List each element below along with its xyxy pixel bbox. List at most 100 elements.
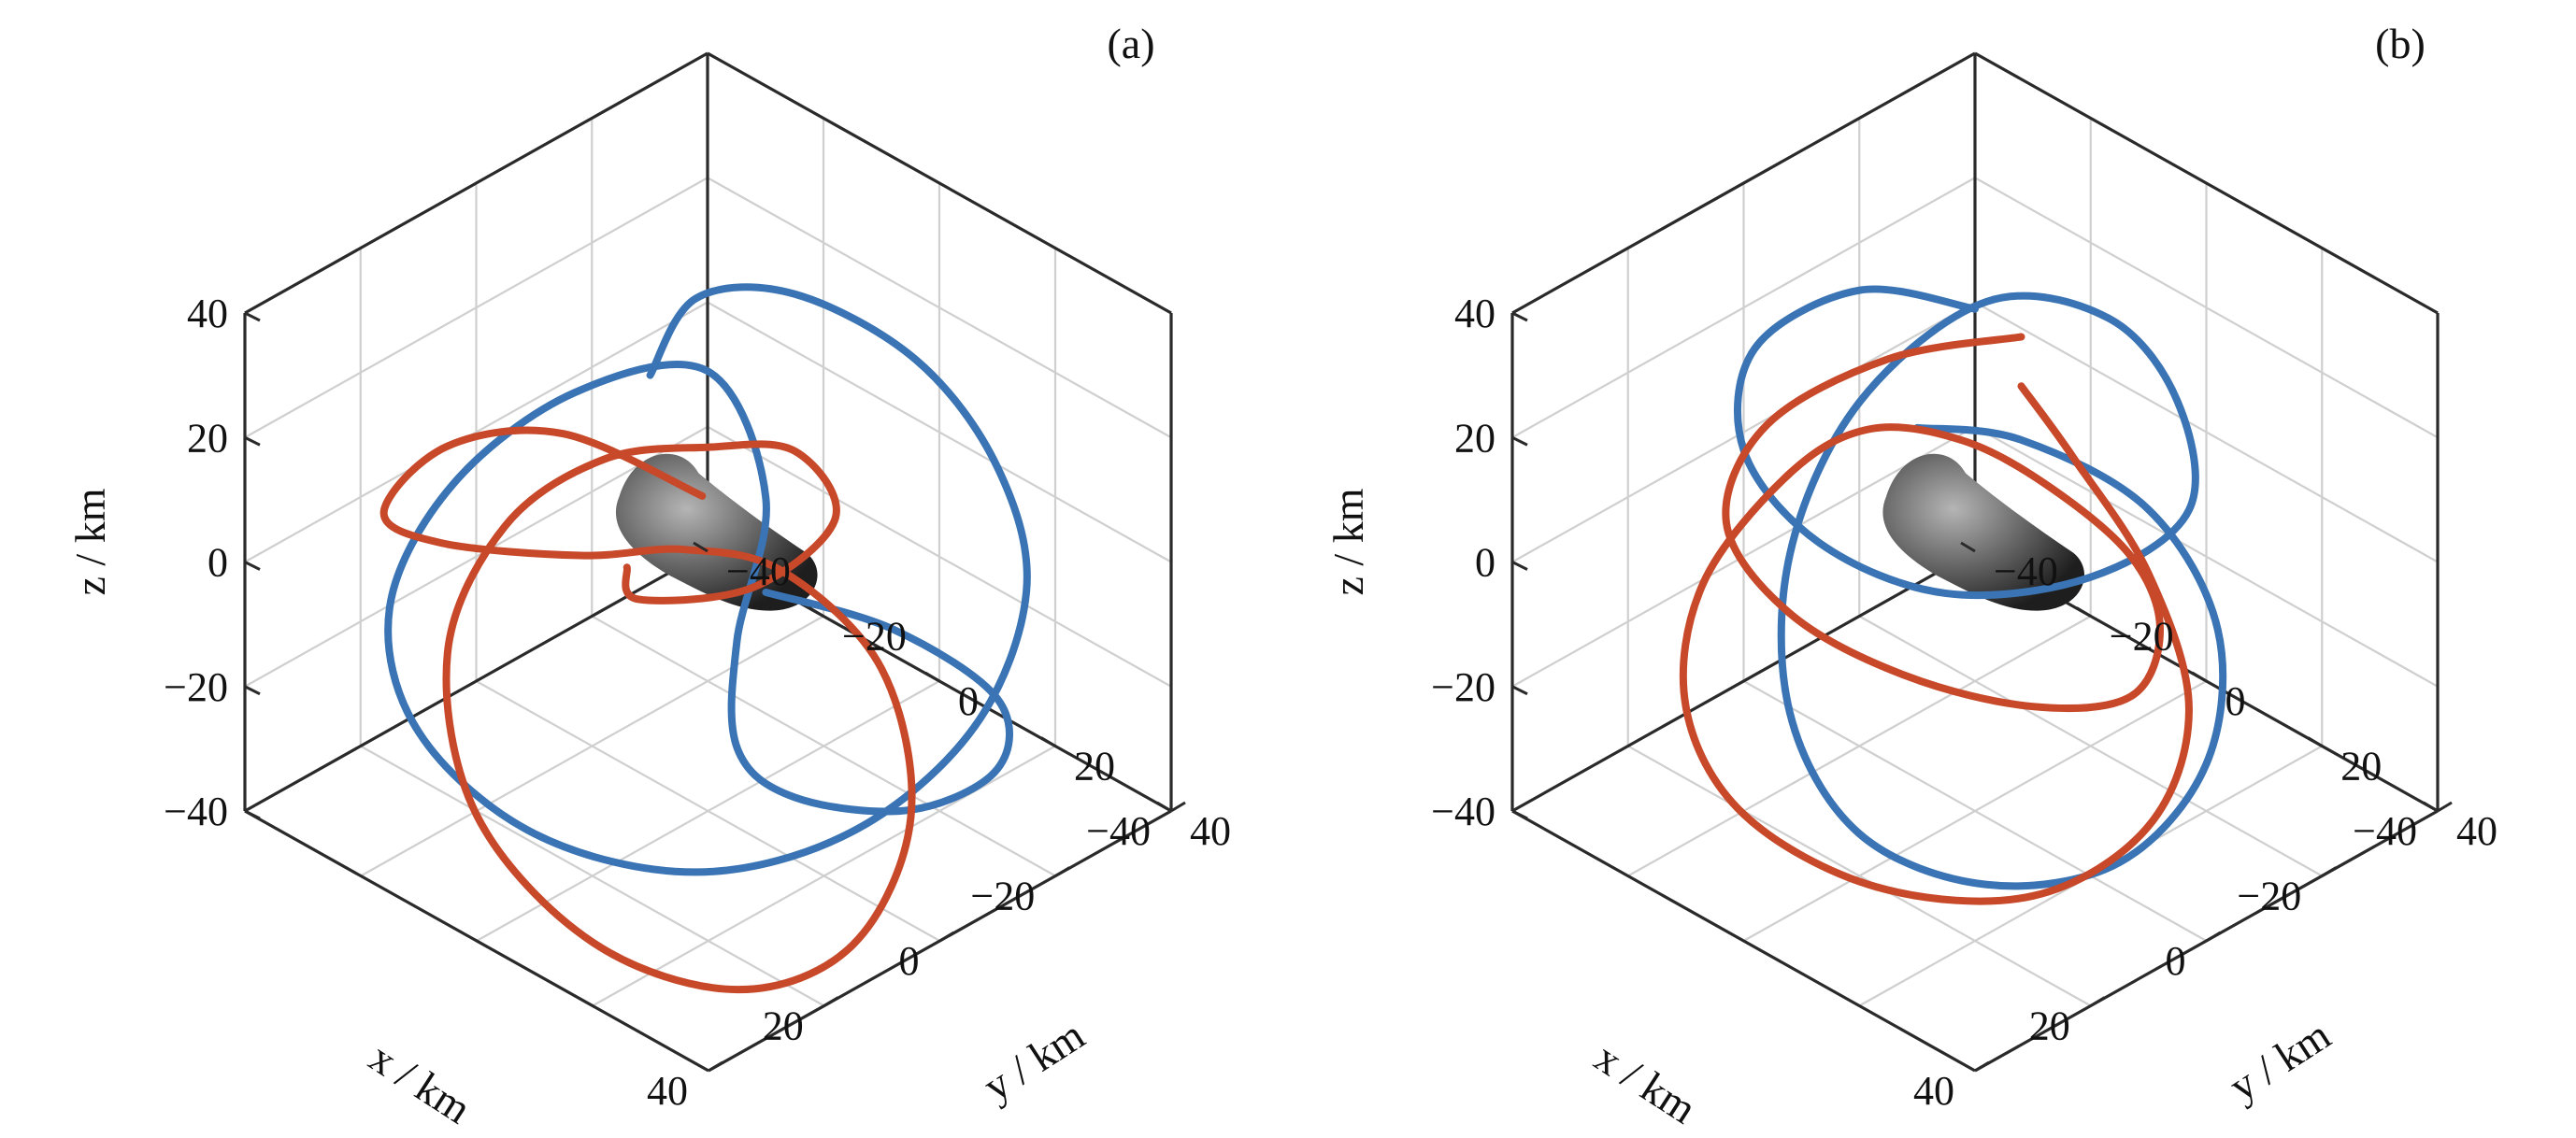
- x-tick-mark: [823, 996, 839, 1007]
- xlabel-a: x / km: [362, 1033, 480, 1133]
- z-tick-mark: [1511, 311, 1528, 322]
- y-tick-mark: [1156, 801, 1172, 813]
- ylabel-a: y / km: [975, 1010, 1094, 1110]
- box-edge: [1511, 549, 1976, 813]
- x-tick-label: 0: [2166, 938, 2186, 984]
- grid-line: [1742, 680, 2208, 942]
- x-tick-label: −40: [1086, 808, 1151, 854]
- trajectory-red: [1679, 333, 2193, 905]
- x-tick-label: 0: [899, 938, 920, 984]
- x-tick-label: −20: [970, 874, 1035, 919]
- z-tick-mark: [1511, 435, 1528, 447]
- x-tick-label: 20: [2029, 1003, 2070, 1049]
- y-tick-label: −20: [2110, 614, 2174, 660]
- box-edge: [1974, 51, 2439, 315]
- y-tick-mark: [2307, 736, 2324, 747]
- zlabel-a: z / km: [66, 488, 114, 595]
- x-tick-mark: [1054, 866, 1071, 877]
- panel-label-a: (a): [1107, 20, 1154, 67]
- x-tick-mark: [938, 931, 955, 943]
- z-tick-mark: [244, 311, 261, 322]
- z-tick-label: 40: [187, 291, 228, 336]
- box-edge: [244, 809, 709, 1073]
- y-tick-mark: [924, 671, 940, 683]
- x-tick-label: −20: [2237, 874, 2301, 919]
- y-tick-label: 0: [2225, 678, 2246, 724]
- series-a: [379, 283, 1031, 994]
- box-edge: [1511, 51, 1976, 315]
- zlabel-b: z / km: [1324, 488, 1372, 595]
- plot-a-svg: 40 20 0 −20 −40 40 20 0 −20 −40 −40 −20 0 20 40 x / km…: [66, 20, 1231, 1133]
- grid-line: [707, 301, 1172, 563]
- trajectory-red: [379, 426, 916, 994]
- y-tick-mark: [2075, 606, 2092, 618]
- x-tick-label: 40: [1913, 1068, 1954, 1114]
- y-tick-mark: [2191, 671, 2208, 683]
- z-tick-label: 20: [1454, 415, 1496, 461]
- box-edge: [707, 51, 1172, 315]
- y-tick-mark: [1040, 736, 1056, 747]
- panel-label-b: (b): [2375, 20, 2426, 67]
- z-tick-label: 0: [1475, 540, 1496, 586]
- y-tick-label: 40: [1190, 808, 1231, 854]
- z-tick-mark: [244, 561, 261, 571]
- plot-b-svg: 40 20 0 −20 −40 40 20 0 −20 −40 −40 −20 0 20 40 x / km…: [1324, 20, 2497, 1133]
- asteroid-body: [615, 453, 818, 611]
- series-b: [1679, 285, 2227, 905]
- x-tick-mark: [1170, 801, 1186, 813]
- x-tick-mark: [2089, 996, 2106, 1007]
- ylabel-b: y / km: [2221, 1010, 2340, 1110]
- x-tick-mark: [2205, 931, 2222, 943]
- z-tick-mark: [1511, 809, 1528, 820]
- x-tick-mark: [1974, 1060, 1990, 1073]
- z-tick-label: 40: [1454, 291, 1496, 336]
- trajectory-blue: [384, 283, 1031, 876]
- y-tick-mark: [809, 606, 824, 618]
- x-tick-mark: [2321, 866, 2338, 877]
- x-tick-mark: [708, 1060, 723, 1073]
- grid-line: [1511, 177, 1976, 439]
- grid-line: [476, 680, 940, 942]
- y-tick-label: 20: [2340, 744, 2382, 789]
- xlabel-b: x / km: [1587, 1033, 1706, 1133]
- y-tick-label: −20: [842, 614, 907, 660]
- z-tick-mark: [244, 435, 261, 447]
- panel-b: 40 20 0 −20 −40 40 20 0 −20 −40 −40 −20 0 20 40 x / km…: [1288, 0, 2576, 1138]
- z-tick-mark: [1511, 685, 1528, 696]
- asteroid-b: [1882, 453, 2085, 611]
- grid-line: [1974, 177, 2439, 439]
- x-tick-mark: [2437, 801, 2453, 813]
- z-tick-label: −20: [1431, 664, 1496, 710]
- z-tick-label: 0: [208, 540, 228, 586]
- y-tick-label: 20: [1074, 744, 1115, 789]
- ticks-a: 40 20 0 −20 −40 40 20 0 −20 −40 −40 −20 0 20 40: [164, 291, 1231, 1114]
- asteroid-a: [615, 453, 818, 611]
- y-tick-label: 0: [958, 678, 979, 724]
- y-tick-label: −40: [726, 548, 791, 594]
- y-tick-mark: [2423, 801, 2439, 813]
- y-tick-label: −40: [1994, 548, 2058, 594]
- z-tick-label: −40: [1431, 789, 1496, 834]
- z-tick-mark: [244, 685, 261, 696]
- grid-line: [707, 177, 1172, 439]
- z-tick-label: −20: [164, 664, 228, 710]
- panel-a: 40 20 0 −20 −40 40 20 0 −20 −40 −40 −20 0 20 40 x / km…: [66, 20, 1231, 1133]
- z-tick-label: −40: [164, 789, 228, 834]
- x-tick-label: 20: [763, 1003, 804, 1049]
- ticks-b: 40 20 0 −20 −40 40 20 0 −20 −40 −40 −20 0 20 40: [1431, 291, 2497, 1114]
- grid-line: [244, 177, 708, 439]
- y-tick-mark: [1960, 541, 1976, 553]
- y-tick-label: 40: [2456, 808, 2497, 854]
- grid-line: [1511, 301, 1976, 563]
- x-tick-label: −40: [2353, 808, 2417, 854]
- box-edge: [244, 51, 708, 315]
- grid-line: [244, 301, 708, 563]
- asteroid-body: [1882, 453, 2085, 611]
- grid-line: [1627, 745, 2092, 1007]
- y-tick-mark: [693, 541, 708, 553]
- z-tick-mark: [244, 809, 261, 820]
- z-tick-mark: [1511, 561, 1528, 571]
- x-tick-label: 40: [647, 1068, 688, 1114]
- trajectory-blue: [1734, 285, 2227, 890]
